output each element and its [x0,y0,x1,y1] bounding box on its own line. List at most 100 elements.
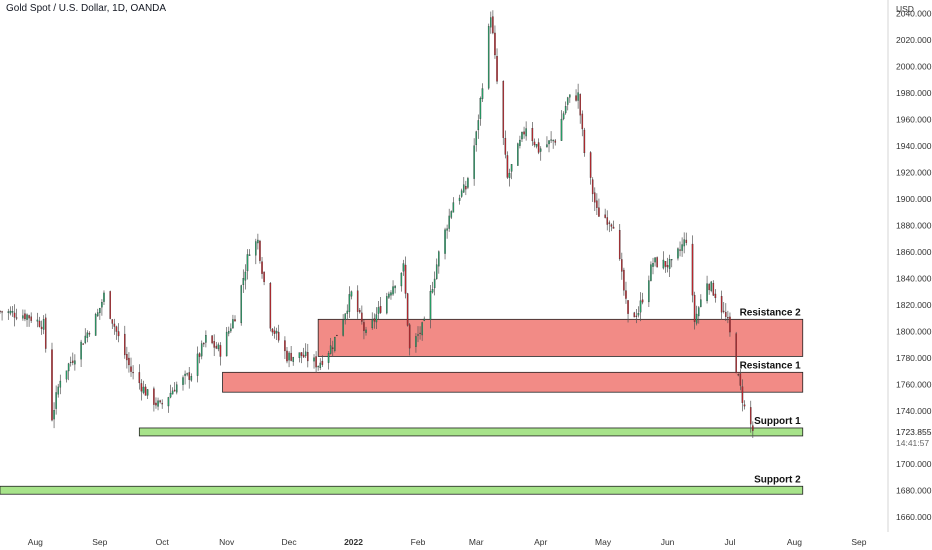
candle-body [386,296,388,314]
candle-body [535,144,538,147]
candle-body [737,374,740,376]
candle-body [492,16,494,34]
candle-body [284,340,286,352]
date-tick-label: Dec [282,537,298,547]
candle-body [40,326,43,330]
price-tick-label: 1780.000 [896,353,932,363]
candle-body [84,335,87,343]
candle-body [388,293,390,298]
candle-body [288,352,290,361]
candle-body [230,328,232,332]
candle-body [606,217,609,225]
candle-body [15,317,18,319]
candle-body [429,290,432,320]
candle-body [641,299,644,303]
candle-body [741,386,744,403]
price-tick-label: 2020.000 [896,35,932,45]
candle-body [86,332,89,338]
candle-body [128,357,130,366]
candle-body [525,128,527,137]
date-tick-label: Apr [534,537,547,547]
zone-label: Support 2 [754,474,801,485]
candle-body [494,32,496,56]
candle-body [88,333,91,335]
candle-body [57,386,60,395]
candle-body [51,349,53,421]
candle-body [591,179,594,195]
candle-body [460,190,463,197]
candle-body [639,300,642,313]
candle-body [633,312,636,318]
candle-body [167,397,170,407]
candle-body [402,263,405,272]
candle-body [246,254,249,272]
candle-body [257,239,259,244]
price-tick-label: 1960.000 [896,114,932,124]
candle-body [539,148,542,152]
candle-body [225,331,228,357]
price-tick-label: 1760.000 [896,379,932,389]
candle-body [28,315,30,319]
candle-body [271,328,274,333]
candle-body [406,293,409,326]
candle-body [608,222,611,224]
candle-body [182,377,184,385]
candle-body [691,243,694,296]
candle-body [126,353,128,361]
resistance-zone[interactable] [222,371,804,393]
candle-body [346,310,349,314]
candle-body [417,334,419,336]
price-tick-label: 2040.000 [896,8,932,18]
candle-body [74,360,76,365]
candle-body [583,129,586,154]
date-tick-label: Aug [787,537,802,547]
candle-body [390,292,392,296]
date-tick-label: Feb [411,537,426,547]
candle-body [219,345,222,357]
candle-body [668,259,671,269]
candle-body [175,384,178,393]
date-tick-label: Aug [28,537,43,547]
candle-body [142,386,145,393]
candle-body [552,140,554,142]
candle-body [300,352,303,356]
candle-body [215,345,218,349]
price-tick-label: 1800.000 [896,326,932,336]
candle-body [269,283,272,329]
candle-body [444,229,446,254]
candle-body [173,389,176,392]
candle-body [487,26,490,89]
candle-body [423,318,426,321]
candle-body [510,164,513,172]
support-zone[interactable] [0,485,804,495]
candle-body [612,226,615,229]
candle-body [286,350,288,362]
candle-body [697,307,700,317]
candle-body [317,366,319,368]
support-zone[interactable] [138,427,804,437]
candle-body [190,376,193,381]
candle-body [59,380,62,388]
candle-body [115,326,118,332]
candle-body [720,295,723,313]
candle-body [348,294,351,312]
resistance-zone[interactable] [317,318,804,357]
candle-body [344,313,346,321]
date-tick-label: Sep [92,537,107,547]
candle-body [186,373,188,375]
candle-body [26,314,28,320]
candle-body [234,319,236,322]
candle-body [55,392,57,409]
price-tick-label: 1660.000 [896,512,932,522]
candle-body [371,319,374,329]
candle-body [302,354,305,358]
candle-body [550,139,552,141]
candle-body [217,344,220,350]
candle-body [502,81,505,138]
candle-body [394,285,396,289]
candle-body [144,386,147,396]
candle-body [465,186,467,190]
candle-body [650,264,652,281]
